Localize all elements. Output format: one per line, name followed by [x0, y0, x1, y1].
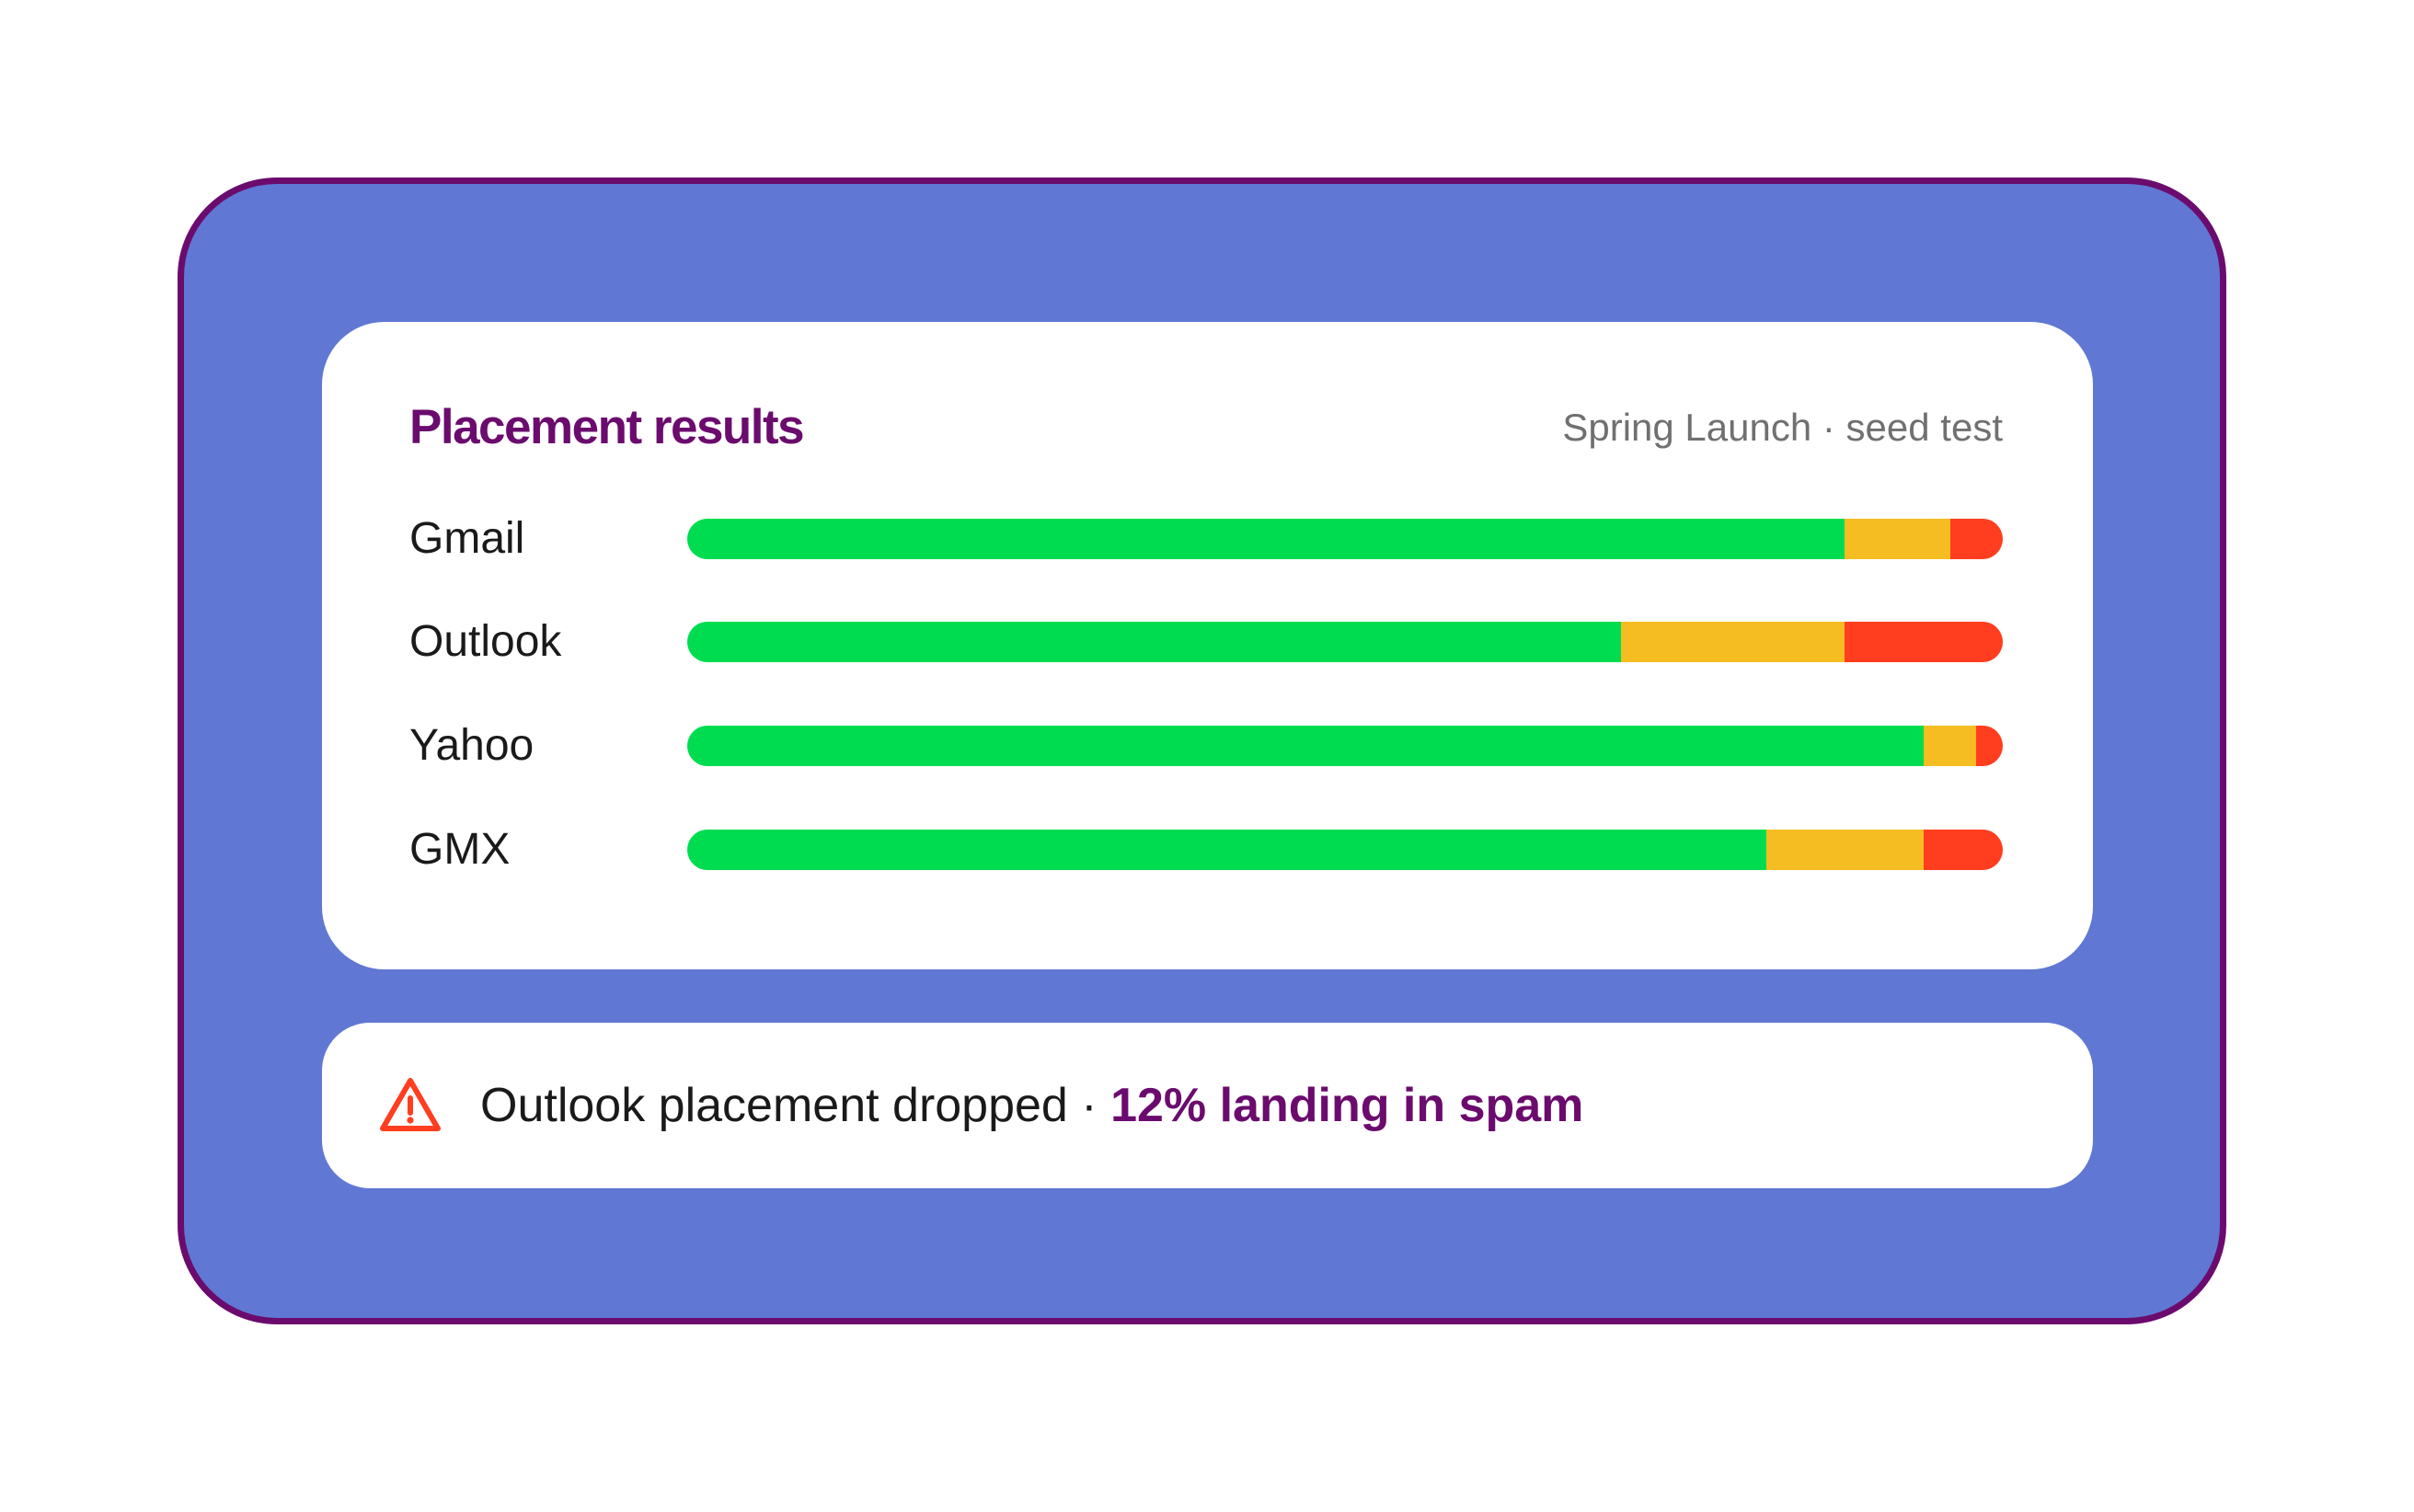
- inbox-segment: [687, 519, 1845, 559]
- provider-label: Yahoo: [409, 721, 535, 770]
- spam-segment: [1845, 622, 2003, 662]
- placement-bar: [687, 726, 2003, 766]
- placement-bar: [687, 622, 2003, 662]
- provider-row-outlook: Outlook: [409, 614, 2006, 670]
- alert-text: Outlook placement dropped: [480, 1079, 1068, 1132]
- alert-separator: ·: [1067, 1079, 1111, 1132]
- provider-label: Gmail: [409, 514, 525, 563]
- warning-triangle-icon: [379, 1076, 442, 1133]
- placement-results-card: Placement results Spring Launch · seed t…: [322, 322, 2093, 969]
- spam-segment: [1976, 726, 2003, 766]
- provider-row-gmx: GMX: [409, 822, 2006, 877]
- promotions-segment: [1924, 726, 1977, 766]
- provider-row-gmail: Gmail: [409, 511, 2006, 567]
- alert-highlight: 12% landing in spam: [1110, 1079, 1584, 1132]
- spam-segment: [1949, 519, 2003, 559]
- promotions-segment: [1621, 622, 1845, 662]
- promotions-segment: [1765, 830, 1925, 870]
- alert-message: Outlook placement dropped · 12% landing …: [480, 1023, 1583, 1188]
- spam-segment: [1924, 830, 2003, 870]
- placement-bar: [687, 519, 2003, 559]
- inbox-segment: [687, 726, 1925, 766]
- provider-row-yahoo: Yahoo: [409, 718, 2006, 773]
- alert-banner: Outlook placement dropped · 12% landing …: [322, 1023, 2093, 1188]
- provider-label: GMX: [409, 825, 511, 874]
- inbox-segment: [687, 830, 1766, 870]
- promotions-segment: [1845, 519, 1950, 559]
- placement-bar: [687, 830, 2003, 870]
- card-subtitle: Spring Launch · seed test: [1562, 406, 2003, 449]
- inbox-segment: [687, 622, 1622, 662]
- provider-label: Outlook: [409, 617, 562, 666]
- card-title: Placement results: [409, 400, 805, 454]
